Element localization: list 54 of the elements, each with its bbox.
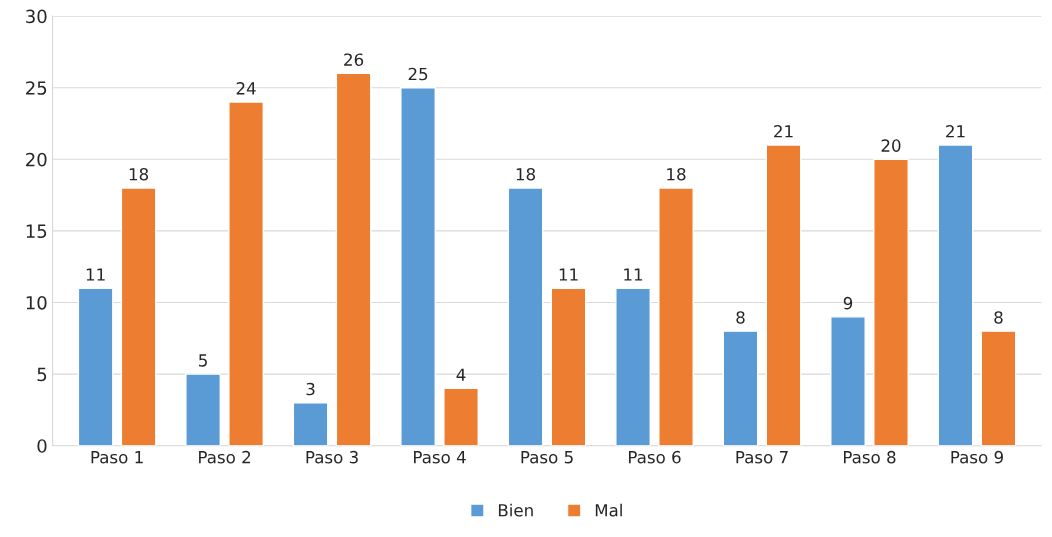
bar	[873, 158, 909, 446]
data-label: 3	[306, 382, 315, 396]
data-label: 9	[843, 296, 853, 310]
bar	[228, 101, 264, 446]
bar	[658, 187, 694, 446]
bar	[120, 187, 157, 446]
y-tick-label: 10	[26, 295, 47, 310]
bar	[980, 330, 1017, 446]
data-label: 11	[559, 268, 578, 281]
data-label: 5	[199, 354, 207, 367]
y-tick-label: 5	[37, 367, 47, 382]
data-label: 8	[994, 311, 1003, 324]
data-label: 21	[946, 124, 965, 138]
data-label: 21	[774, 124, 793, 138]
bar	[400, 87, 436, 446]
y-tick-label: 30	[26, 9, 47, 24]
data-label: 11	[86, 268, 105, 281]
x-tick-label: Paso 6	[629, 450, 681, 464]
bar	[185, 373, 221, 446]
data-label: 20	[881, 139, 901, 152]
data-label: 25	[408, 67, 428, 81]
y-tick-label: 25	[26, 81, 47, 95]
x-tick-label: Paso 2	[199, 450, 251, 464]
data-label: 11	[624, 268, 643, 281]
x-tick-label: Paso 1	[91, 451, 143, 464]
bar	[830, 316, 866, 446]
bar	[77, 287, 114, 446]
x-tick-label: Paso 8	[843, 450, 896, 464]
x-tick-label: Paso 3	[306, 450, 358, 464]
bar	[937, 144, 974, 446]
data-label: 18	[516, 167, 536, 181]
x-tick-label: Paso 5	[521, 451, 573, 464]
bar	[292, 402, 329, 446]
bar	[550, 287, 587, 446]
bar	[765, 144, 802, 446]
data-label: 4	[456, 368, 466, 381]
data-label: 26	[344, 53, 364, 66]
data-label: 8	[736, 311, 745, 324]
y-tick-label: 15	[26, 224, 47, 239]
data-label: 18	[129, 167, 149, 181]
y-tick-label: 20	[26, 152, 47, 167]
y-tick-label: 0	[37, 439, 47, 453]
legend-label: Mal	[595, 503, 622, 517]
bar	[507, 187, 544, 446]
data-label: 24	[236, 82, 256, 95]
legend-label: Bien	[498, 503, 533, 517]
bar	[335, 72, 372, 446]
data-label: 18	[667, 167, 686, 181]
bar	[615, 287, 651, 446]
bar	[722, 330, 759, 446]
x-tick-label: Paso 4	[414, 451, 466, 464]
x-tick-label: Paso 9	[951, 450, 1003, 464]
bar	[443, 387, 479, 446]
x-tick-label: Paso 7	[736, 451, 788, 464]
